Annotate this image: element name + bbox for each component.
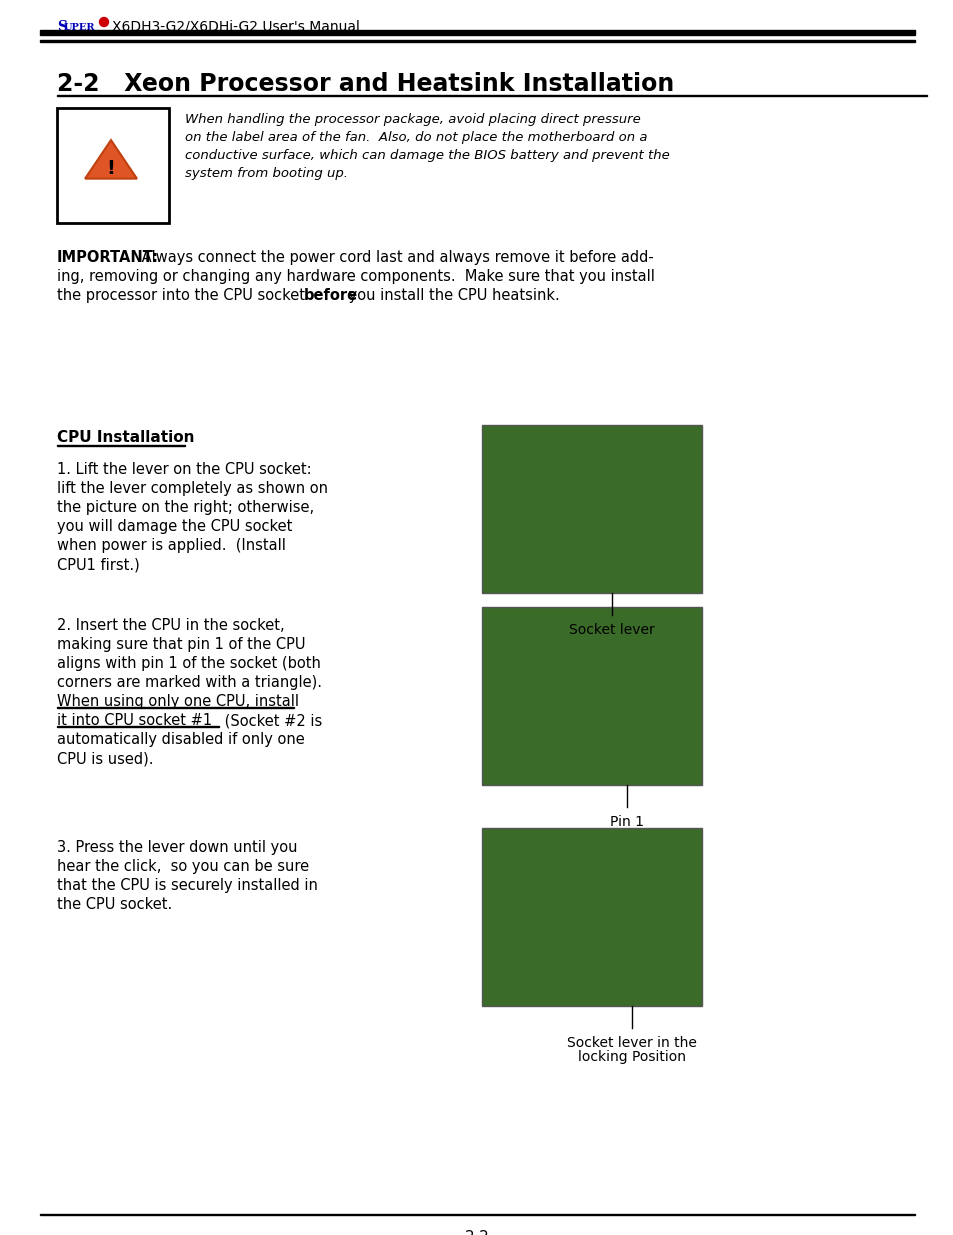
FancyBboxPatch shape [481, 425, 701, 593]
Text: the processor into the CPU socket: the processor into the CPU socket [57, 288, 310, 303]
Polygon shape [85, 140, 137, 179]
Text: (Socket #2 is: (Socket #2 is [220, 713, 322, 727]
Text: corners are marked with a triangle).: corners are marked with a triangle). [57, 676, 322, 690]
Text: 2-2: 2-2 [464, 1230, 489, 1235]
Text: X6DH3-G2/X6DHi-G2 User's Manual: X6DH3-G2/X6DHi-G2 User's Manual [112, 20, 359, 35]
FancyBboxPatch shape [481, 827, 701, 1007]
Bar [40, 30, 914, 35]
Text: Always connect the power cord last and always remove it before add-: Always connect the power cord last and a… [137, 249, 653, 266]
Text: when power is applied.  (Install: when power is applied. (Install [57, 538, 286, 553]
Text: When using only one CPU, install: When using only one CPU, install [57, 694, 298, 709]
Text: system from booting up.: system from booting up. [185, 167, 348, 180]
Text: CPU is used).: CPU is used). [57, 751, 153, 766]
Text: S: S [57, 20, 67, 35]
Text: it into CPU socket #1: it into CPU socket #1 [57, 713, 212, 727]
Text: you install the CPU heatsink.: you install the CPU heatsink. [344, 288, 559, 303]
Bar [57, 95, 926, 96]
Text: before: before [304, 288, 357, 303]
Text: aligns with pin 1 of the socket (both: aligns with pin 1 of the socket (both [57, 656, 320, 671]
Text: When handling the processor package, avoid placing direct pressure: When handling the processor package, avo… [185, 112, 640, 126]
Text: 1. Lift the lever on the CPU socket:: 1. Lift the lever on the CPU socket: [57, 462, 312, 477]
Text: !: ! [107, 159, 115, 178]
Text: conductive surface, which can damage the BIOS battery and prevent the: conductive surface, which can damage the… [185, 149, 669, 162]
Text: you will damage the CPU socket: you will damage the CPU socket [57, 519, 292, 534]
Text: 2. Insert the CPU in the socket,: 2. Insert the CPU in the socket, [57, 618, 284, 634]
Circle shape [99, 17, 109, 26]
Text: on the label area of the fan.  Also, do not place the motherboard on a: on the label area of the fan. Also, do n… [185, 131, 647, 144]
Text: the CPU socket.: the CPU socket. [57, 897, 172, 911]
Text: automatically disabled if only one: automatically disabled if only one [57, 732, 304, 747]
Text: CPU1 first.): CPU1 first.) [57, 557, 139, 572]
Text: Socket lever in the: Socket lever in the [566, 1036, 697, 1050]
Text: 2-2   Xeon Processor and Heatsink Installation: 2-2 Xeon Processor and Heatsink Installa… [57, 72, 674, 96]
Text: UPER: UPER [64, 23, 95, 32]
Text: 3. Press the lever down until you: 3. Press the lever down until you [57, 840, 297, 855]
Text: lift the lever completely as shown on: lift the lever completely as shown on [57, 480, 328, 496]
Text: Pin 1: Pin 1 [609, 815, 643, 829]
Text: ing, removing or changing any hardware components.  Make sure that you install: ing, removing or changing any hardware c… [57, 269, 654, 284]
Bar [40, 40, 914, 42]
Text: CPU Installation: CPU Installation [57, 430, 194, 445]
FancyBboxPatch shape [57, 107, 169, 224]
Text: the picture on the right; otherwise,: the picture on the right; otherwise, [57, 500, 314, 515]
Text: Socket lever: Socket lever [569, 622, 654, 637]
Text: IMPORTANT:: IMPORTANT: [57, 249, 159, 266]
Bar [40, 1214, 914, 1215]
Text: locking Position: locking Position [578, 1050, 685, 1065]
Text: hear the click,  so you can be sure: hear the click, so you can be sure [57, 860, 309, 874]
Text: that the CPU is securely installed in: that the CPU is securely installed in [57, 878, 317, 893]
Text: making sure that pin 1 of the CPU: making sure that pin 1 of the CPU [57, 637, 305, 652]
FancyBboxPatch shape [481, 606, 701, 785]
